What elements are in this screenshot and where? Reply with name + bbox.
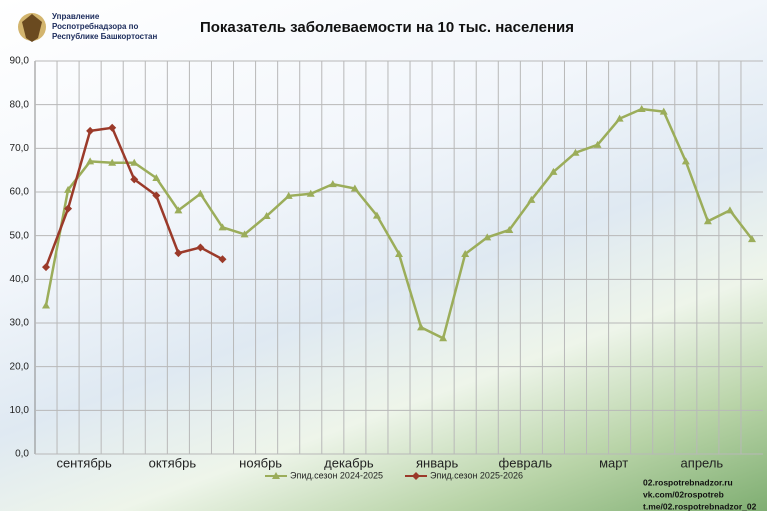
point — [527, 195, 536, 203]
org-line: Республике Башкортостан — [52, 32, 157, 41]
point — [218, 255, 227, 264]
point — [196, 243, 205, 252]
x-tick-label: апрель — [681, 455, 724, 470]
point — [152, 174, 161, 182]
point — [86, 157, 95, 165]
point — [240, 230, 249, 238]
org-line: Управление — [52, 12, 100, 21]
logo — [18, 13, 46, 42]
point — [42, 301, 50, 309]
point — [108, 158, 117, 166]
point — [505, 225, 514, 233]
point — [262, 212, 271, 220]
y-tick-label: 60,0 — [10, 187, 30, 198]
x-tick-label: октябрь — [149, 455, 197, 470]
point — [439, 334, 448, 342]
point — [637, 105, 646, 113]
y-tick-label: 90,0 — [10, 56, 30, 67]
x-tick-label: февраль — [499, 455, 553, 470]
legend-label: Эпид.сезон 2025-2026 — [430, 470, 523, 480]
y-tick-label: 40,0 — [10, 274, 30, 285]
x-tick-label: январь — [416, 455, 458, 470]
point — [108, 123, 117, 132]
point — [306, 189, 315, 197]
point — [659, 107, 668, 115]
point — [174, 206, 183, 214]
y-tick-label: 0,0 — [15, 449, 29, 460]
point — [218, 223, 227, 231]
x-tick-label: март — [599, 455, 628, 470]
point — [703, 217, 712, 225]
point — [412, 472, 420, 480]
series-line — [44, 107, 753, 341]
point — [593, 140, 602, 148]
point — [42, 263, 50, 272]
x-tick-label: декабрь — [324, 455, 374, 470]
point — [86, 126, 95, 135]
org-line: Роспотребнадзора по — [52, 22, 138, 31]
point — [130, 175, 139, 184]
point — [328, 180, 337, 188]
point — [64, 204, 73, 213]
point — [130, 158, 139, 166]
point — [196, 189, 205, 197]
legend-label: Эпид.сезон 2024-2025 — [290, 470, 383, 480]
footer-line: vk.com/02rospotreb — [643, 489, 724, 499]
point — [272, 472, 280, 479]
point — [417, 323, 426, 331]
point — [549, 167, 558, 175]
y-tick-label: 80,0 — [10, 99, 30, 110]
point — [748, 235, 756, 243]
point — [372, 211, 381, 219]
point — [174, 249, 183, 258]
point — [681, 157, 690, 165]
footer-line: t.me/02.rospotrebnadzor_02 — [643, 501, 757, 511]
point — [395, 250, 403, 258]
y-tick-label: 70,0 — [10, 143, 30, 154]
point — [725, 206, 734, 214]
y-tick-label: 20,0 — [10, 361, 30, 372]
point — [483, 233, 492, 241]
footer-line: 02.rospotrebnadzor.ru — [643, 477, 733, 487]
chart-title: Показатель заболеваемости на 10 тыс. нас… — [200, 19, 574, 36]
x-tick-label: ноябрь — [239, 455, 282, 470]
y-tick-label: 30,0 — [10, 318, 30, 329]
point — [461, 250, 470, 258]
y-tick-label: 10,0 — [10, 405, 30, 416]
x-tick-label: сентябрь — [56, 455, 112, 470]
y-tick-label: 50,0 — [10, 230, 30, 241]
point — [284, 191, 293, 199]
point — [152, 191, 161, 200]
point — [64, 185, 73, 193]
point — [571, 148, 580, 156]
point — [615, 114, 624, 122]
point — [350, 184, 359, 192]
